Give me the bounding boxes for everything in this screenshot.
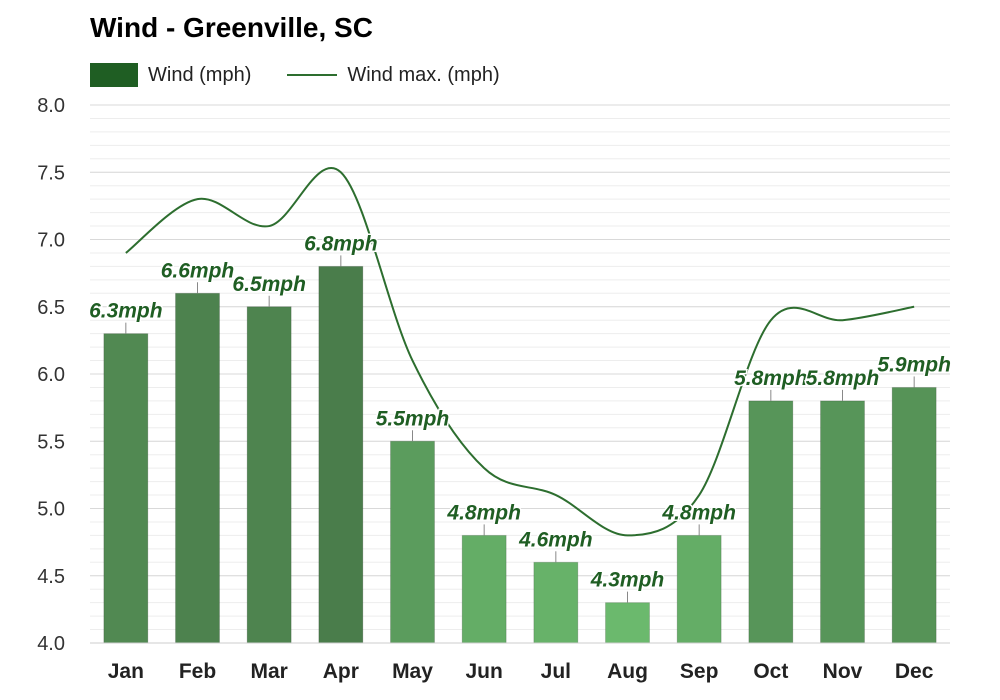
bar-aug [605, 602, 650, 644]
y-tick-label: 6.0 [37, 364, 65, 386]
data-label-nov: 5.8mph [806, 367, 880, 390]
data-label-may: 5.5mph [376, 407, 450, 430]
y-tick-label: 8.0 [37, 95, 65, 117]
x-tick-label-jul: Jul [541, 660, 571, 683]
legend-bar-swatch [90, 63, 138, 87]
data-label-jun: 4.8mph [446, 501, 521, 524]
chart-legend: Wind (mph) Wind max. (mph) [90, 60, 500, 90]
x-tick-label-nov: Nov [823, 660, 863, 683]
data-label-aug: 4.3mph [590, 569, 665, 592]
data-label-mar: 6.5mph [232, 273, 306, 296]
y-tick-label: 7.0 [37, 230, 65, 252]
x-tick-label-mar: Mar [250, 660, 287, 683]
bar-apr [318, 265, 364, 644]
y-tick-label: 5.0 [37, 499, 65, 521]
y-tick-label: 6.5 [37, 297, 65, 319]
bar-feb [175, 292, 220, 644]
bar-mar [246, 306, 292, 644]
x-tick-label-jan: Jan [108, 660, 144, 683]
chart-title: Wind - Greenville, SC [90, 12, 373, 43]
x-tick-label-sep: Sep [680, 660, 719, 683]
bar-jun [461, 534, 507, 644]
bar-sep [676, 534, 722, 644]
y-tick-label: 5.5 [37, 431, 65, 453]
data-label-sep: 4.8mph [661, 501, 736, 524]
wind-max-line [125, 167, 915, 537]
legend-label-wind-max: Wind max. (mph) [347, 63, 500, 86]
bar-dec [891, 386, 937, 644]
legend-label-wind: Wind (mph) [148, 63, 252, 86]
bar-oct [748, 400, 794, 644]
x-tick-label-apr: Apr [323, 660, 359, 683]
data-label-feb: 6.6mph [161, 259, 235, 282]
data-label-jul: 4.6mph [518, 528, 593, 551]
y-tick-label: 4.0 [37, 633, 65, 655]
bar-nov [820, 400, 865, 644]
y-tick-label: 4.5 [37, 566, 65, 588]
x-tick-label-feb: Feb [179, 660, 216, 683]
data-label-oct: 5.8mph [734, 367, 808, 390]
data-label-jan: 6.3mph [89, 300, 163, 323]
bar-jan [103, 333, 149, 644]
x-tick-label-oct: Oct [753, 660, 788, 683]
x-tick-label-may: May [392, 660, 433, 683]
x-tick-label-aug: Aug [607, 660, 648, 683]
y-tick-label: 7.5 [37, 162, 65, 184]
legend-line-swatch [287, 74, 338, 76]
x-tick-label-jun: Jun [465, 660, 502, 683]
bar-jul [533, 561, 579, 644]
bar-may [390, 440, 435, 644]
data-label-dec: 5.9mph [877, 353, 951, 376]
data-label-apr: 6.8mph [304, 232, 378, 255]
x-tick-label-dec: Dec [895, 660, 934, 683]
